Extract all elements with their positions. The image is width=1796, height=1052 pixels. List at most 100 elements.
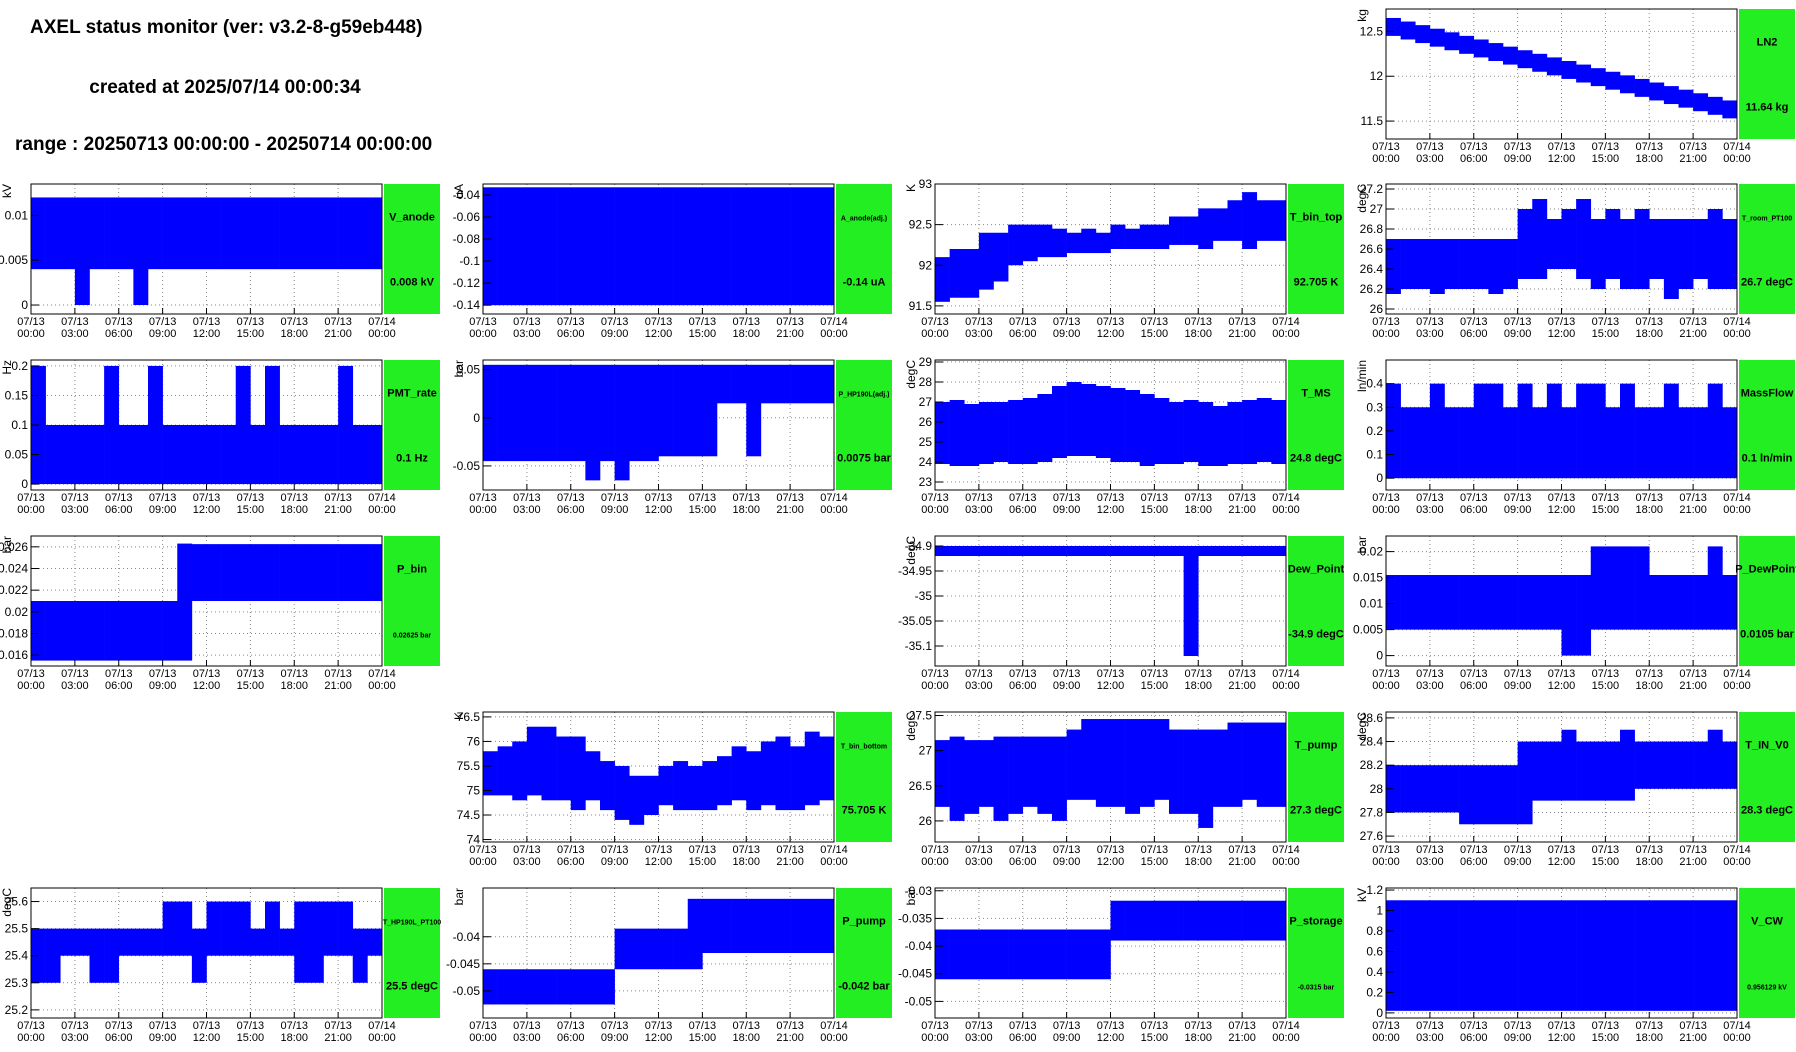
y-tick-label: -0.03 (905, 884, 933, 898)
band-bin (1561, 61, 1577, 79)
x-tick-label: 07/13 06:00 (1460, 492, 1488, 516)
y-tick-label: 27.6 (1360, 829, 1384, 843)
band-bin (1227, 722, 1243, 807)
y-tick-label: 0 (1376, 471, 1383, 485)
y-tick-label: -0.04 (453, 188, 481, 202)
band-bin (658, 928, 674, 970)
band-bin (1517, 383, 1533, 479)
band-bin (294, 425, 310, 485)
status-name: MassFlow (1741, 387, 1794, 399)
data-band (31, 197, 382, 306)
band-bin (1125, 900, 1141, 941)
band-bin (1532, 53, 1548, 72)
band-bin (702, 187, 718, 306)
y-tick-label: -0.045 (898, 967, 932, 981)
status-value: 0.0105 bar (1740, 628, 1795, 640)
band-bin (1605, 71, 1621, 90)
band-bin (1227, 402, 1243, 464)
status-name: PMT_rate (387, 387, 437, 399)
x-tick-label: 07/13 09:00 (1053, 492, 1081, 516)
band-bin (235, 544, 251, 601)
x-tick-label: 07/13 21:00 (1679, 141, 1707, 165)
band-bin (1183, 729, 1199, 814)
band-bin (497, 746, 513, 796)
y-tick-label: -34.9 (905, 539, 933, 553)
band-bin (1649, 575, 1665, 630)
band-bin (556, 969, 572, 1005)
band-bin (570, 187, 586, 306)
status-name: A_anode(adj.) (841, 215, 887, 222)
status-box (836, 360, 892, 490)
band-bin (1678, 575, 1694, 630)
band-bin (629, 364, 645, 462)
data-band (1386, 199, 1737, 299)
band-bin (1125, 228, 1141, 249)
band-bin (1037, 736, 1053, 814)
band-bin (1693, 741, 1709, 789)
band-bin (118, 928, 134, 956)
x-tick-label: 07/13 03:00 (965, 668, 993, 692)
band-bin (367, 197, 382, 270)
band-bin (585, 969, 601, 1005)
y-tick-label: 28.2 (1360, 758, 1384, 772)
y-tick-label: 0.016 (0, 648, 28, 662)
data-band (1386, 729, 1737, 825)
y-axis-label: degC (1355, 712, 1369, 741)
band-bin (1212, 208, 1228, 241)
y-tick-label: 0.15 (5, 388, 29, 402)
band-bin (1488, 383, 1504, 479)
monitor-title: AXEL status monitor (ver: v3.2-8-g59eb44… (30, 17, 422, 38)
panel: 07/13 00:00 07/13 03:00 07/13 06:00 07/13 09:00… (904, 355, 1344, 516)
band-bin (1678, 900, 1694, 1011)
y-tick-label: 0.015 (1353, 571, 1383, 585)
y-tick-label: 0.2 (1366, 985, 1383, 999)
band-bin (949, 546, 965, 556)
band-bin (556, 364, 572, 462)
band-bin (1110, 900, 1126, 941)
y-axis-label: degC (904, 712, 918, 741)
x-tick-label: 07/14 00:00 (1272, 1020, 1300, 1044)
y-axis-label: bar (452, 360, 466, 377)
band-bin (1429, 383, 1445, 479)
y-tick-label: 27.2 (1360, 182, 1384, 196)
band-bin (1576, 64, 1592, 83)
band-bin (556, 187, 572, 306)
band-bin (790, 187, 806, 306)
band-bin (1415, 765, 1431, 813)
x-tick-label: 07/13 18:00 (1635, 316, 1663, 340)
band-bin (133, 425, 149, 485)
data-band (31, 365, 382, 485)
band-bin (1663, 900, 1679, 1011)
y-tick-label: -0.05 (453, 984, 481, 998)
x-tick-label: 07/13 09:00 (1053, 1020, 1081, 1044)
band-bin (323, 544, 339, 601)
status-value: 25.5 degC (386, 980, 438, 992)
y-tick-label: 25 (919, 435, 933, 449)
band-bin (1473, 383, 1489, 479)
y-tick-label: 25.3 (5, 976, 29, 990)
band-bin (1546, 741, 1562, 801)
band-bin (1605, 546, 1621, 630)
band-bin (585, 751, 601, 801)
y-tick-label: -0.06 (453, 210, 481, 224)
status-box (1288, 184, 1344, 314)
x-tick-label: 07/13 09:00 (1504, 492, 1532, 516)
band-bin (483, 969, 498, 1005)
band-bin (1517, 741, 1533, 825)
x-tick-label: 07/13 00:00 (469, 844, 497, 868)
status-name: P_HP190L(adj.) (839, 391, 890, 398)
band-bin (191, 197, 207, 270)
x-tick-label: 07/13 09:00 (601, 844, 629, 868)
x-tick-label: 07/13 06:00 (557, 492, 585, 516)
x-tick-label: 07/13 15:00 (237, 492, 265, 516)
band-bin (1693, 219, 1709, 279)
data-band (935, 192, 1286, 302)
y-tick-label: 27.8 (1360, 805, 1384, 819)
x-tick-label: 07/13 18:00 (1635, 1020, 1663, 1044)
y-axis-label: degC (1355, 184, 1369, 213)
x-tick-label: 07/13 18:00 (1184, 316, 1212, 340)
status-name: V_CW (1751, 915, 1783, 927)
band-bin (162, 601, 178, 661)
band-bin (1198, 402, 1214, 466)
